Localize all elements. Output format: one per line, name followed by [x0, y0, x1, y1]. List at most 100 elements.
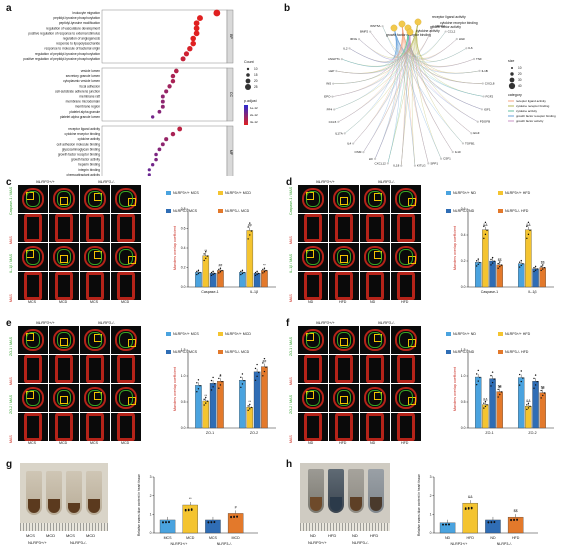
genotype-header: NLRP3-/-	[378, 179, 395, 184]
column-label: ND	[370, 441, 376, 445]
y-tick-label: 0.4	[181, 246, 186, 250]
data-point	[483, 225, 485, 228]
bar	[489, 378, 496, 429]
data-point	[247, 238, 249, 240]
significance-mark: &&	[468, 495, 473, 499]
data-point	[196, 391, 198, 393]
category-legend-label: growth factor receptor binding	[516, 114, 556, 118]
micrograph	[391, 185, 421, 213]
micrograph-zoom	[329, 214, 359, 242]
micrograph	[391, 243, 421, 271]
column-label: HFD	[339, 300, 347, 304]
data-point	[210, 274, 213, 277]
tube-label: ND	[310, 533, 316, 538]
gene-label: LIF	[369, 157, 374, 161]
genotype-header: NLRP3+/+	[36, 179, 55, 184]
bar	[246, 407, 254, 429]
panel-label-d: d	[286, 177, 293, 188]
data-point	[262, 272, 264, 274]
go-term-label: platelet alpha granule	[70, 110, 101, 114]
go-term-dot	[183, 51, 190, 57]
y-tick-label: 0.2	[181, 266, 186, 270]
legend-item: NLRP3-/- HFD	[498, 209, 550, 214]
size-legend-dot	[245, 84, 251, 90]
micrograph	[298, 185, 328, 213]
gene-node	[478, 69, 481, 72]
data-point	[263, 357, 266, 360]
edge	[411, 21, 419, 166]
legend-swatch	[446, 191, 451, 196]
gene-node	[470, 132, 473, 135]
gene-label: IL1B	[482, 69, 488, 73]
data-point	[187, 508, 190, 511]
legend-swatch	[166, 209, 171, 214]
micrograph	[80, 326, 110, 354]
data-point	[197, 269, 200, 272]
tube	[368, 469, 384, 513]
size-legend-dot	[511, 67, 513, 69]
y-tick-label: 1.5	[461, 348, 466, 352]
data-point	[162, 521, 164, 524]
legend-label: NLRP3-/- ND	[453, 350, 475, 354]
bar	[539, 392, 546, 429]
significance-mark: **	[248, 400, 251, 404]
go-term-label: regulation of angiogenesis	[63, 37, 101, 41]
gene-label: HGF	[459, 37, 466, 41]
bar	[217, 381, 224, 429]
size-legend-label: 20	[518, 72, 522, 76]
go-term-dot	[187, 46, 193, 52]
legend-swatch	[166, 350, 171, 355]
data-point	[533, 387, 535, 389]
go-term-label: peptidyl-tyrosine modification	[59, 21, 100, 25]
data-point	[483, 402, 485, 404]
size-legend-label: 10	[254, 67, 258, 71]
go-term-dot	[170, 73, 176, 79]
zoom-region-box	[128, 339, 136, 347]
data-point	[486, 229, 488, 232]
data-point	[484, 221, 487, 224]
go-term-dot	[177, 126, 183, 132]
micrograph-zoom	[49, 272, 79, 300]
gene-label: INS	[326, 82, 331, 86]
row-label: MAS	[289, 236, 293, 244]
significance-mark: &&	[526, 223, 531, 227]
legend-item: NLRP3-/- MCS	[166, 209, 218, 214]
bar	[462, 502, 478, 534]
legend-item: NLRP3-/- MCS	[166, 350, 218, 355]
legend-label: NLRP3-/- HFD	[505, 350, 529, 354]
data-point	[499, 265, 501, 268]
category-legend-label: cytokine receptor binding	[516, 104, 550, 108]
legend-label: NLRP3-/- HFD	[505, 209, 529, 213]
data-point	[262, 375, 264, 377]
significance-mark: ##	[219, 263, 223, 267]
micrograph	[49, 384, 79, 412]
go-term-label: response to molecule of bacterial origin	[45, 47, 101, 51]
significance-mark: **	[189, 497, 192, 501]
data-point	[518, 384, 521, 386]
gene-label: PDGFB	[480, 120, 490, 124]
size-legend-dot	[508, 82, 516, 90]
data-point	[529, 229, 531, 232]
micrograph-zoom	[18, 413, 48, 441]
tube	[308, 469, 324, 513]
legend-item: NLRP3+/+ MCD	[218, 332, 270, 337]
zoom-region-box	[374, 251, 382, 259]
data-point	[497, 388, 499, 391]
row-label: MAS	[289, 294, 293, 302]
micrograph	[111, 243, 141, 271]
zoom-region-box	[306, 250, 314, 258]
edge	[416, 21, 484, 97]
zoom-region-box	[340, 197, 348, 205]
go-term-label: response to lipopolysaccharide	[56, 42, 100, 46]
data-point	[470, 506, 473, 509]
significance-mark: **	[263, 263, 266, 267]
category-legend-label: cytokine activity	[516, 109, 538, 113]
edge	[407, 27, 482, 110]
go-term-dot	[160, 99, 165, 104]
facet-box	[101, 9, 228, 64]
significance-mark: ##	[263, 360, 267, 364]
data-point	[490, 264, 492, 266]
category-label: cytokine receptor binding	[440, 21, 478, 25]
data-point	[196, 270, 198, 273]
data-point	[218, 387, 220, 389]
